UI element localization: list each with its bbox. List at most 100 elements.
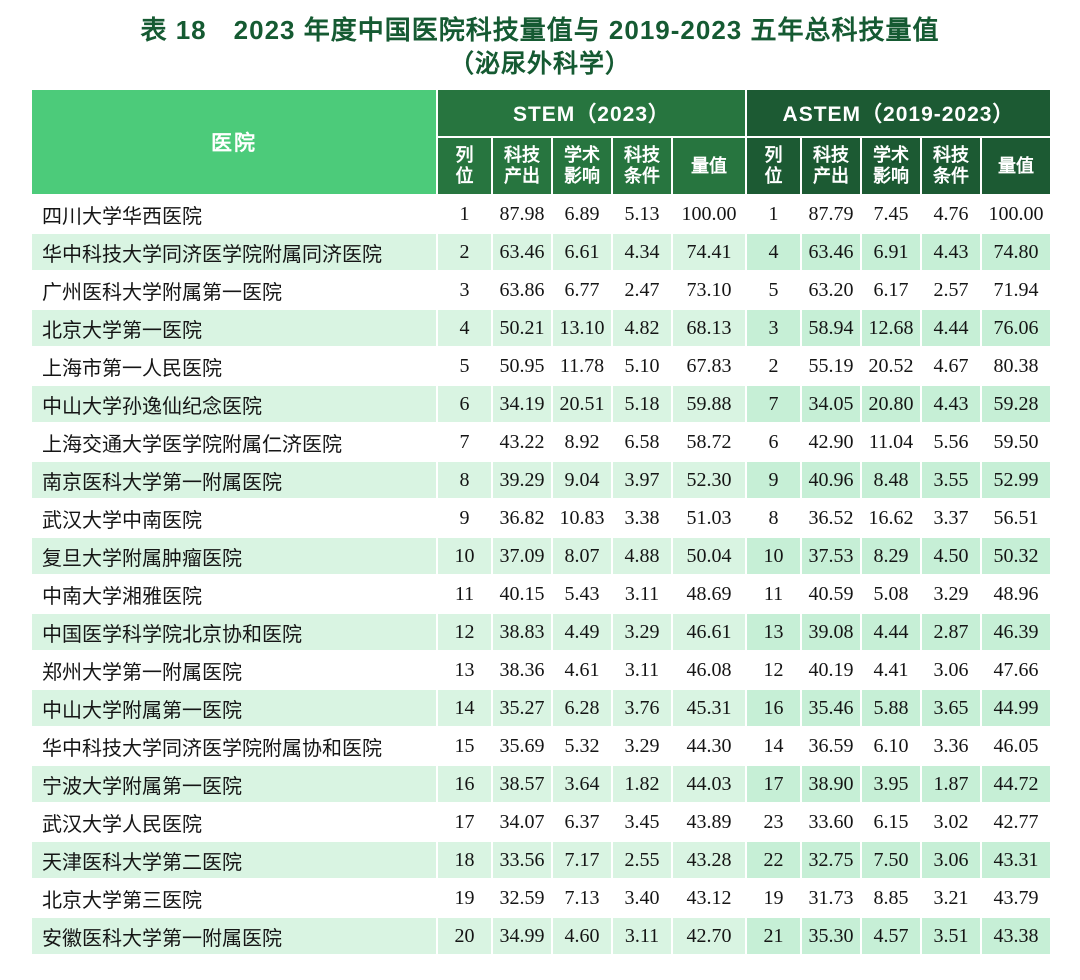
astem-value-cell: 12 bbox=[747, 652, 800, 688]
table-row: 上海市第一人民医院 5 50.95 11.78 5.10 67.83 2 55.19 20.52… bbox=[32, 348, 1051, 384]
astem-value-cell: 74.80 bbox=[982, 234, 1051, 270]
table-row: 宁波大学附属第一医院 16 38.57 3.64 1.82 44.03 17 38.90 3.9… bbox=[32, 766, 1051, 802]
stem-value-cell: 1 bbox=[438, 196, 491, 232]
astem-value-cell: 59.50 bbox=[982, 424, 1051, 460]
astem-value-cell: 5.88 bbox=[862, 690, 920, 726]
astem-value-cell: 5 bbox=[747, 272, 800, 308]
table-row: 华中科技大学同济医学院附属同济医院 2 63.46 6.61 4.34 74.41 4 63.… bbox=[32, 234, 1051, 270]
stem-value-cell: 8.92 bbox=[553, 424, 611, 460]
astem-value-cell: 47.66 bbox=[982, 652, 1051, 688]
stem-value-cell: 13.10 bbox=[553, 310, 611, 346]
astem-value-cell: 4.41 bbox=[862, 652, 920, 688]
hospital-name-cell: 中南大学湘雅医院 bbox=[32, 576, 436, 612]
astem-value-cell: 19 bbox=[747, 880, 800, 916]
astem-value-cell: 9 bbox=[747, 462, 800, 498]
astem-value-cell: 6.17 bbox=[862, 272, 920, 308]
stem-value-cell: 38.57 bbox=[493, 766, 551, 802]
stem-value-cell: 4.82 bbox=[613, 310, 671, 346]
astem-value-cell: 44.72 bbox=[982, 766, 1051, 802]
astem-value-cell: 21 bbox=[747, 918, 800, 954]
stem-value-cell: 50.95 bbox=[493, 348, 551, 384]
stem-value-cell: 4.61 bbox=[553, 652, 611, 688]
stem-value-cell: 5.10 bbox=[613, 348, 671, 384]
stem-value-cell: 46.08 bbox=[673, 652, 745, 688]
stem-value-cell: 38.83 bbox=[493, 614, 551, 650]
hospital-name-cell: 郑州大学第一附属医院 bbox=[32, 652, 436, 688]
astem-value-cell: 23 bbox=[747, 804, 800, 840]
stem-value-cell: 3.64 bbox=[553, 766, 611, 802]
stem-value-cell: 5 bbox=[438, 348, 491, 384]
astem-value-cell: 3.29 bbox=[922, 576, 980, 612]
table-row: 中山大学孙逸仙纪念医院 6 34.19 20.51 5.18 59.88 7 34.05 20.… bbox=[32, 386, 1051, 422]
astem-value-cell: 16 bbox=[747, 690, 800, 726]
stem-value-cell: 35.69 bbox=[493, 728, 551, 764]
table-row: 中山大学附属第一医院 14 35.27 6.28 3.76 45.31 16 35.46 5.8… bbox=[32, 690, 1051, 726]
table-row: 南京医科大学第一附属医院 8 39.29 9.04 3.97 52.30 9 40.96 8.4… bbox=[32, 462, 1051, 498]
astem-value-cell: 2.57 bbox=[922, 272, 980, 308]
astem-value-cell: 33.60 bbox=[802, 804, 860, 840]
stem-value-cell: 39.29 bbox=[493, 462, 551, 498]
astem-value-cell: 3.21 bbox=[922, 880, 980, 916]
stem-value-cell: 58.72 bbox=[673, 424, 745, 460]
astem-value-cell: 42.77 bbox=[982, 804, 1051, 840]
stem-value-cell: 15 bbox=[438, 728, 491, 764]
stem-group-header: STEM（2023） bbox=[438, 90, 745, 136]
table-row: 北京大学第三医院 19 32.59 7.13 3.40 43.12 19 31.73 8.85 3… bbox=[32, 880, 1051, 916]
astem-value-cell: 17 bbox=[747, 766, 800, 802]
hospital-name-cell: 宁波大学附属第一医院 bbox=[32, 766, 436, 802]
astem-value-cell: 3.36 bbox=[922, 728, 980, 764]
table-row: 北京大学第一医院 4 50.21 13.10 4.82 68.13 3 58.94 12.68 4… bbox=[32, 310, 1051, 346]
stem-value-cell: 3.29 bbox=[613, 728, 671, 764]
astem-value-cell: 44.99 bbox=[982, 690, 1051, 726]
stem-value-cell: 32.59 bbox=[493, 880, 551, 916]
stem-value-cell: 43.12 bbox=[673, 880, 745, 916]
stem-value-cell: 43.22 bbox=[493, 424, 551, 460]
hospital-name-cell: 南京医科大学第一附属医院 bbox=[32, 462, 436, 498]
astem-value-cell: 4.57 bbox=[862, 918, 920, 954]
stem-value-cell: 19 bbox=[438, 880, 491, 916]
stem-value-cell: 5.13 bbox=[613, 196, 671, 232]
stem-value-cell: 6.89 bbox=[553, 196, 611, 232]
stem-column-header: 列位 bbox=[438, 138, 491, 194]
stem-value-cell: 34.19 bbox=[493, 386, 551, 422]
stem-value-cell: 11 bbox=[438, 576, 491, 612]
astem-value-cell: 7.45 bbox=[862, 196, 920, 232]
stem-value-cell: 67.83 bbox=[673, 348, 745, 384]
astem-value-cell: 4.43 bbox=[922, 234, 980, 270]
stem-value-cell: 68.13 bbox=[673, 310, 745, 346]
stem-value-cell: 13 bbox=[438, 652, 491, 688]
hospital-name-cell: 复旦大学附属肿瘤医院 bbox=[32, 538, 436, 574]
astem-column-header: 量值 bbox=[982, 138, 1051, 194]
stem-value-cell: 7.13 bbox=[553, 880, 611, 916]
stem-value-cell: 3.97 bbox=[613, 462, 671, 498]
stem-value-cell: 7 bbox=[438, 424, 491, 460]
table-title-line2: （泌尿外科学） bbox=[448, 50, 631, 78]
astem-value-cell: 35.30 bbox=[802, 918, 860, 954]
stem-value-cell: 50.04 bbox=[673, 538, 745, 574]
astem-value-cell: 7 bbox=[747, 386, 800, 422]
astem-value-cell: 80.38 bbox=[982, 348, 1051, 384]
astem-value-cell: 3 bbox=[747, 310, 800, 346]
hospital-name-cell: 北京大学第一医院 bbox=[32, 310, 436, 346]
sub-header-row: 列位 科技产出 学术影响 科技条件 量值 列位 科技产出 学术影响 科技条件 量值 bbox=[32, 138, 1051, 194]
stem-value-cell: 40.15 bbox=[493, 576, 551, 612]
astem-value-cell: 3.65 bbox=[922, 690, 980, 726]
table-row: 华中科技大学同济医学院附属协和医院 15 35.69 5.32 3.29 44.30 14 3… bbox=[32, 728, 1051, 764]
astem-value-cell: 8.85 bbox=[862, 880, 920, 916]
stem-value-cell: 16 bbox=[438, 766, 491, 802]
astem-value-cell: 36.52 bbox=[802, 500, 860, 536]
stem-value-cell: 74.41 bbox=[673, 234, 745, 270]
stem-value-cell: 63.46 bbox=[493, 234, 551, 270]
astem-value-cell: 10 bbox=[747, 538, 800, 574]
stem-value-cell: 34.07 bbox=[493, 804, 551, 840]
astem-value-cell: 32.75 bbox=[802, 842, 860, 878]
astem-value-cell: 55.19 bbox=[802, 348, 860, 384]
astem-value-cell: 4.50 bbox=[922, 538, 980, 574]
stem-value-cell: 14 bbox=[438, 690, 491, 726]
astem-value-cell: 58.94 bbox=[802, 310, 860, 346]
astem-value-cell: 5.56 bbox=[922, 424, 980, 460]
astem-value-cell: 7.50 bbox=[862, 842, 920, 878]
stem-ranking-table: 医院 STEM（2023） ASTEM（2019-2023） 列位 科技产出 学术影… bbox=[30, 88, 1052, 956]
table-row: 上海交通大学医学院附属仁济医院 7 43.22 8.92 6.58 58.72 6 42.90… bbox=[32, 424, 1051, 460]
